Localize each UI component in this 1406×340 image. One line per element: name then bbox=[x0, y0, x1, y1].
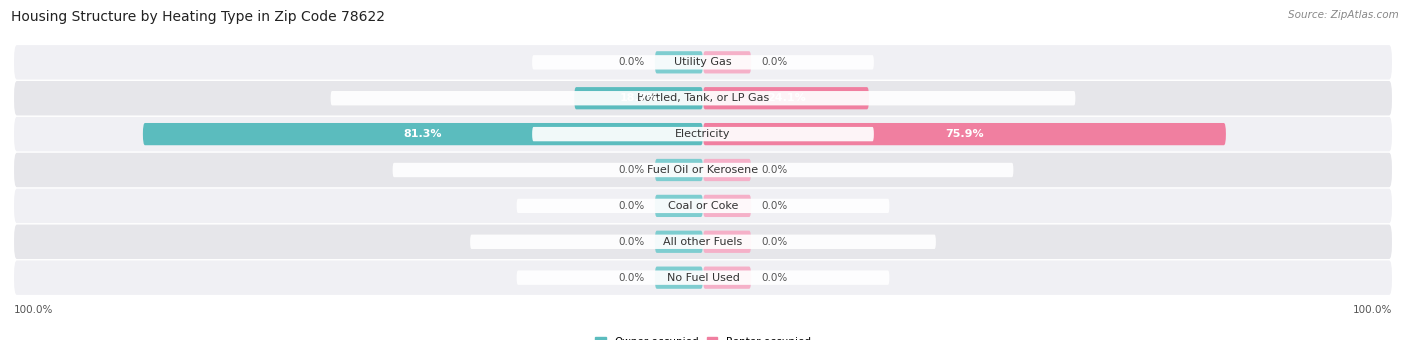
Text: 0.0%: 0.0% bbox=[619, 273, 644, 283]
Text: 0.0%: 0.0% bbox=[619, 57, 644, 67]
Legend: Owner-occupied, Renter-occupied: Owner-occupied, Renter-occupied bbox=[591, 333, 815, 340]
Text: 100.0%: 100.0% bbox=[14, 305, 53, 314]
Text: Utility Gas: Utility Gas bbox=[675, 57, 731, 67]
Text: 0.0%: 0.0% bbox=[762, 237, 787, 247]
FancyBboxPatch shape bbox=[470, 235, 936, 249]
FancyBboxPatch shape bbox=[14, 117, 1392, 151]
Text: 81.3%: 81.3% bbox=[404, 129, 443, 139]
Text: Bottled, Tank, or LP Gas: Bottled, Tank, or LP Gas bbox=[637, 93, 769, 103]
FancyBboxPatch shape bbox=[703, 159, 751, 181]
FancyBboxPatch shape bbox=[655, 159, 703, 181]
FancyBboxPatch shape bbox=[703, 87, 869, 109]
FancyBboxPatch shape bbox=[14, 81, 1392, 116]
FancyBboxPatch shape bbox=[330, 91, 1076, 105]
Text: All other Fuels: All other Fuels bbox=[664, 237, 742, 247]
FancyBboxPatch shape bbox=[14, 45, 1392, 80]
FancyBboxPatch shape bbox=[14, 224, 1392, 259]
Text: 75.9%: 75.9% bbox=[945, 129, 984, 139]
FancyBboxPatch shape bbox=[655, 51, 703, 73]
Text: 0.0%: 0.0% bbox=[762, 165, 787, 175]
Text: Fuel Oil or Kerosene: Fuel Oil or Kerosene bbox=[647, 165, 759, 175]
FancyBboxPatch shape bbox=[143, 123, 703, 145]
FancyBboxPatch shape bbox=[14, 260, 1392, 295]
Text: 0.0%: 0.0% bbox=[762, 57, 787, 67]
FancyBboxPatch shape bbox=[655, 267, 703, 289]
FancyBboxPatch shape bbox=[516, 199, 890, 213]
FancyBboxPatch shape bbox=[655, 231, 703, 253]
Text: No Fuel Used: No Fuel Used bbox=[666, 273, 740, 283]
FancyBboxPatch shape bbox=[703, 267, 751, 289]
Text: Electricity: Electricity bbox=[675, 129, 731, 139]
Text: 100.0%: 100.0% bbox=[1353, 305, 1392, 314]
FancyBboxPatch shape bbox=[655, 195, 703, 217]
FancyBboxPatch shape bbox=[531, 55, 875, 69]
FancyBboxPatch shape bbox=[703, 123, 1226, 145]
Text: 0.0%: 0.0% bbox=[619, 201, 644, 211]
FancyBboxPatch shape bbox=[703, 195, 751, 217]
Text: 0.0%: 0.0% bbox=[762, 273, 787, 283]
FancyBboxPatch shape bbox=[14, 189, 1392, 223]
Text: Source: ZipAtlas.com: Source: ZipAtlas.com bbox=[1288, 10, 1399, 20]
FancyBboxPatch shape bbox=[574, 87, 703, 109]
Text: 0.0%: 0.0% bbox=[619, 165, 644, 175]
FancyBboxPatch shape bbox=[531, 127, 875, 141]
FancyBboxPatch shape bbox=[703, 51, 751, 73]
Text: 24.1%: 24.1% bbox=[766, 93, 806, 103]
Text: 0.0%: 0.0% bbox=[762, 201, 787, 211]
Text: Housing Structure by Heating Type in Zip Code 78622: Housing Structure by Heating Type in Zip… bbox=[11, 10, 385, 24]
Text: 0.0%: 0.0% bbox=[619, 237, 644, 247]
FancyBboxPatch shape bbox=[14, 153, 1392, 187]
Text: Coal or Coke: Coal or Coke bbox=[668, 201, 738, 211]
Text: 18.7%: 18.7% bbox=[619, 93, 658, 103]
FancyBboxPatch shape bbox=[516, 271, 890, 285]
FancyBboxPatch shape bbox=[392, 163, 1014, 177]
FancyBboxPatch shape bbox=[703, 231, 751, 253]
